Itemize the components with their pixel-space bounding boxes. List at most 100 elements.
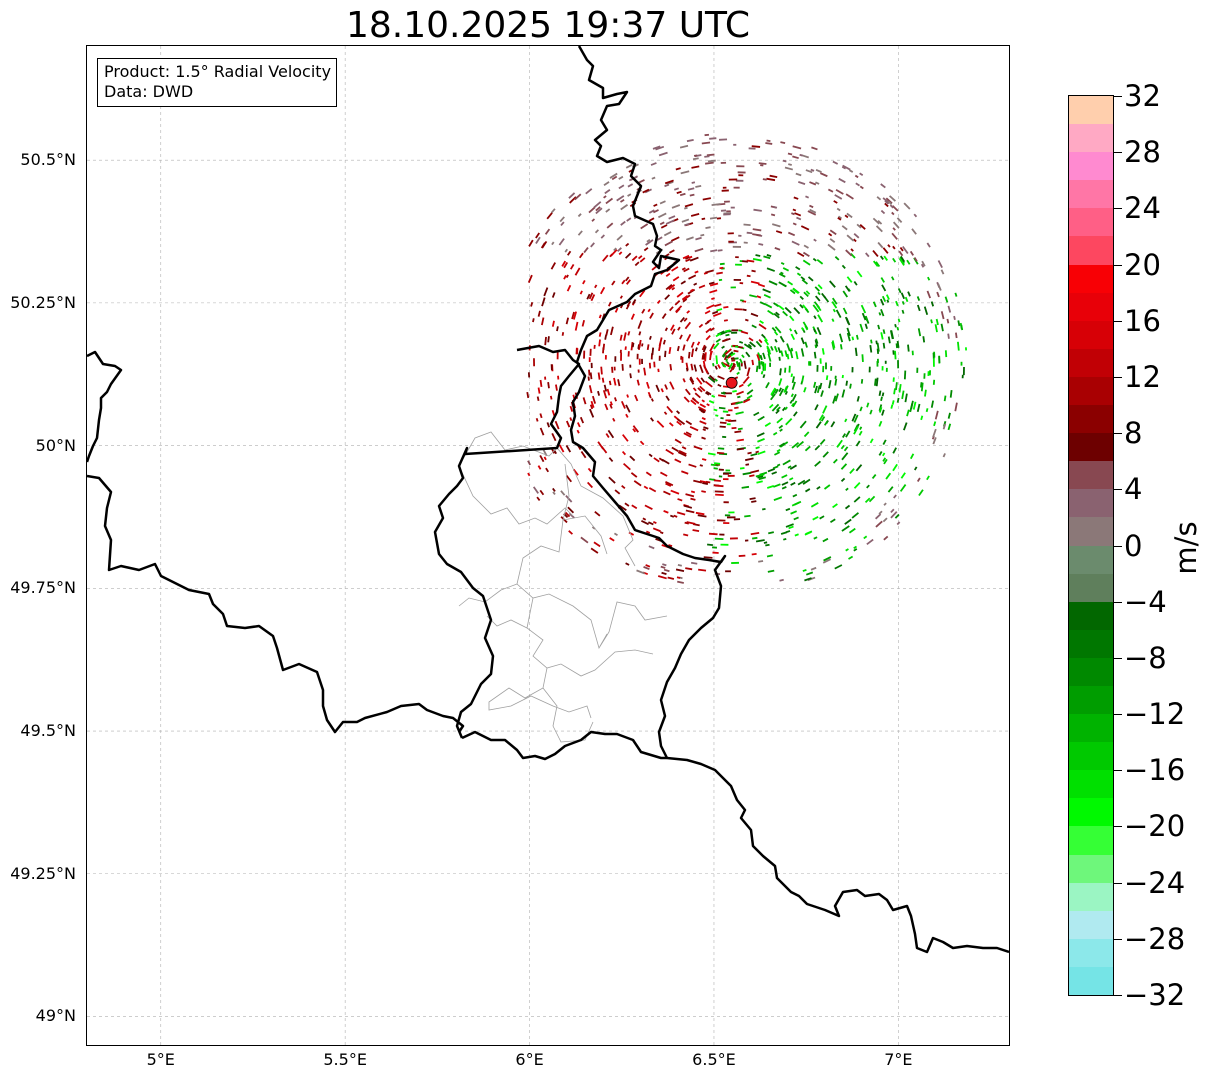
- velocity-echo: [620, 198, 625, 203]
- velocity-echo: [874, 513, 882, 520]
- velocity-echo: [845, 317, 851, 326]
- velocity-echo: [779, 578, 784, 582]
- velocity-echo: [766, 177, 776, 182]
- velocity-echo: [659, 471, 668, 477]
- velocity-echo: [573, 311, 577, 320]
- velocity-echo: [652, 145, 661, 150]
- velocity-echo: [683, 504, 693, 509]
- velocity-echo: [541, 297, 546, 307]
- radar-site-marker[interactable]: [725, 376, 738, 389]
- velocity-echo: [721, 189, 729, 192]
- velocity-echo: [713, 312, 722, 317]
- colorbar-tick: [1114, 657, 1122, 659]
- velocity-echo: [676, 291, 684, 298]
- velocity-echo: [709, 137, 717, 140]
- velocity-echo: [863, 535, 868, 540]
- map-area[interactable]: [86, 45, 1010, 1046]
- velocity-echo: [829, 229, 837, 236]
- velocity-echo: [848, 555, 854, 560]
- velocity-echo: [831, 340, 836, 349]
- velocity-echo: [590, 242, 595, 248]
- velocity-echo: [593, 344, 596, 349]
- velocity-echo: [738, 554, 746, 557]
- velocity-echo: [822, 451, 829, 458]
- velocity-echo: [605, 433, 610, 438]
- velocity-echo: [705, 391, 710, 396]
- velocity-echo: [707, 376, 716, 383]
- velocity-echo: [685, 431, 692, 436]
- velocity-echo: [730, 206, 735, 209]
- velocity-echo: [739, 282, 744, 285]
- velocity-echo: [621, 279, 626, 285]
- velocity-echo: [891, 400, 895, 405]
- velocity-echo: [816, 327, 822, 336]
- velocity-echo: [758, 362, 761, 370]
- map-canvas[interactable]: [87, 46, 1009, 1045]
- velocity-echo: [585, 188, 593, 195]
- velocity-echo: [743, 360, 747, 369]
- velocity-echo: [791, 442, 800, 449]
- colorbar-tick-label: −12: [1124, 697, 1186, 732]
- velocity-echo: [746, 231, 753, 235]
- velocity-echo: [780, 262, 785, 265]
- velocity-echo: [834, 564, 843, 570]
- velocity-echo: [689, 193, 695, 197]
- velocity-echo: [781, 406, 786, 412]
- velocity-echo: [762, 374, 766, 379]
- velocity-echo: [671, 328, 676, 335]
- velocity-echo: [807, 276, 814, 282]
- velocity-echo: [903, 370, 907, 380]
- velocity-echo: [846, 332, 851, 342]
- velocity-echo: [709, 350, 713, 356]
- velocity-echo: [891, 211, 895, 216]
- colorbar-segment: [1069, 714, 1113, 743]
- velocity-echo: [713, 479, 721, 482]
- velocity-echo: [732, 245, 741, 248]
- velocity-echo: [812, 304, 820, 313]
- velocity-echo: [627, 193, 632, 197]
- velocity-echo: [763, 541, 768, 544]
- velocity-echo: [728, 178, 738, 181]
- velocity-echo: [614, 356, 617, 362]
- velocity-echo: [535, 418, 539, 422]
- velocity-echo: [690, 490, 696, 494]
- velocity-echo: [765, 543, 770, 547]
- velocity-echo: [853, 482, 861, 489]
- velocity-echo: [900, 255, 906, 263]
- velocity-echo: [661, 571, 667, 576]
- velocity-echo: [716, 217, 722, 220]
- velocity-echo: [679, 192, 686, 197]
- velocity-echo: [762, 362, 765, 371]
- velocity-echo: [789, 464, 797, 470]
- border-luxembourg-west: [433, 344, 581, 739]
- velocity-echo: [792, 400, 798, 408]
- velocity-echo: [714, 365, 718, 370]
- velocity-echo: [706, 403, 710, 407]
- velocity-echo: [882, 342, 886, 349]
- velocity-echo: [570, 263, 575, 270]
- velocity-echo: [590, 294, 596, 302]
- velocity-echo: [646, 344, 650, 350]
- velocity-echo: [623, 332, 627, 341]
- velocity-echo: [840, 463, 848, 470]
- velocity-echo: [856, 223, 862, 229]
- velocity-echo: [588, 206, 596, 214]
- velocity-echo: [743, 241, 748, 244]
- velocity-echo: [668, 215, 676, 220]
- velocity-echo: [853, 424, 859, 432]
- velocity-echo: [625, 242, 630, 247]
- velocity-echo: [880, 332, 884, 340]
- velocity-echo: [677, 326, 681, 331]
- velocity-echo: [725, 351, 734, 359]
- velocity-echo: [690, 288, 694, 292]
- velocity-echo: [927, 371, 930, 376]
- velocity-echo: [648, 545, 655, 550]
- velocity-echo: [879, 255, 884, 260]
- velocity-echo: [767, 569, 775, 573]
- velocity-echo: [664, 350, 667, 358]
- admin-borders: [458, 431, 668, 743]
- velocity-echo: [816, 258, 824, 265]
- colorbar-tick-label: −16: [1124, 753, 1186, 788]
- velocity-echo: [679, 334, 683, 340]
- velocity-echo: [601, 377, 605, 383]
